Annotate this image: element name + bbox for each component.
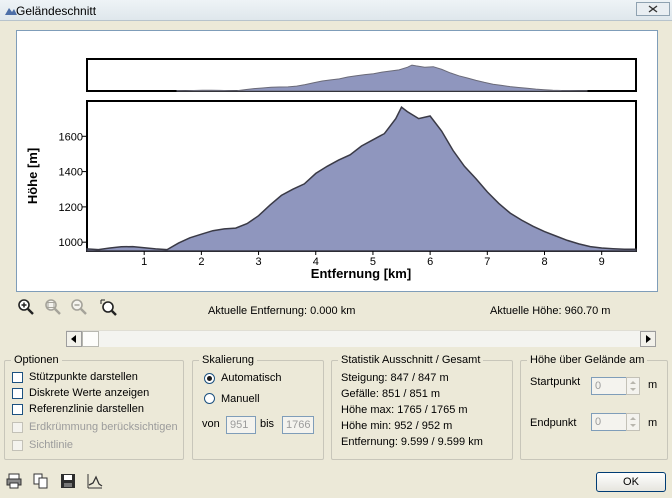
horizontal-scrollbar[interactable] [66,330,656,347]
label-referenzlinie: Referenzlinie darstellen [29,403,144,415]
x-tick-label: 6 [427,256,433,268]
scaling-group: Skalierung Automatisch Manuell von 951 b… [192,354,324,460]
y-tick-label: 1000 [59,237,83,249]
app-icon [5,8,17,15]
input-von[interactable]: 951 [226,416,256,434]
label-erdkruemmung: Erdkrümmung berücksichtigen [29,421,178,433]
radio-automatisch[interactable] [204,373,215,384]
height-above-ground-title: Höhe über Gelände am [527,354,648,366]
input-endpunkt[interactable]: 0 [591,413,627,431]
input-bis[interactable]: 1766 [282,416,314,434]
save-icon[interactable] [59,472,77,490]
arrow-right-icon [646,335,651,343]
scaling-title: Skalierung [199,354,257,366]
current-height: Aktuelle Höhe: 960.70 m [490,305,611,317]
statistics-group: Statistik Ausschnitt / Gesamt Steigung: … [331,354,513,460]
x-tick-label: 2 [198,256,204,268]
y-tick-label: 1400 [59,167,83,179]
stat-hoehe-min: Höhe min: 952 / 952 m [341,420,453,432]
checkbox-diskrete[interactable] [12,388,23,399]
print-icon[interactable] [5,472,23,490]
profile-chart[interactable]: 1000 1200 1400 1600 1 2 3 4 5 6 7 8 9 Höhe [m] Entf… [17,31,657,291]
stat-steigung: Steigung: 847 / 847 m [341,372,449,384]
ok-button[interactable]: OK [596,472,666,492]
zoom-reset-icon[interactable] [99,298,117,316]
x-tick-label: 9 [599,256,605,268]
x-tick-label: 7 [484,256,490,268]
scroll-right-button[interactable] [640,331,656,347]
stat-hoehe-max: Höhe max: 1765 / 1765 m [341,404,468,416]
checkbox-erdkruemmung[interactable] [12,422,23,433]
y-tick-label: 1200 [59,202,83,214]
scroll-thumb[interactable] [82,331,99,347]
y-axis-label: Höhe [m] [25,148,40,204]
x-tick-label: 5 [370,256,376,268]
profile-icon[interactable] [86,472,104,490]
stat-gefaelle: Gefälle: 851 / 851 m [341,388,441,400]
spin-arrows-icon [630,417,636,427]
spin-arrows-icon [630,381,636,391]
zoom-out-icon[interactable] [70,298,88,316]
window-title: Geländeschnitt [16,4,97,18]
label-bis: bis [260,418,275,430]
current-distance: Aktuelle Entfernung: 0.000 km [208,305,356,317]
y-tick-label: 1600 [59,131,83,143]
x-tick-label: 1 [141,256,147,268]
title-bar: Geländeschnitt [0,0,672,21]
plot-panel: 1000 1200 1400 1600 1 2 3 4 5 6 7 8 9 Höhe [m] Entf… [16,30,658,292]
x-tick-label: 3 [256,256,262,268]
label-manuell: Manuell [221,393,260,405]
arrow-left-icon [71,335,76,343]
overview-area [176,64,588,92]
unit-endpunkt: m [648,417,658,429]
height-above-ground-group: Höhe über Gelände am Startpunkt 0 m Endp… [520,354,668,460]
label-stuetzpunkte: Stützpunkte darstellen [29,371,138,383]
checkbox-referenzlinie[interactable] [12,404,23,415]
label-sichtlinie: Sichtlinie [29,439,74,451]
checkbox-sichtlinie[interactable] [12,440,23,451]
x-axis-label: Entfernung [km] [311,266,411,281]
input-startpunkt[interactable]: 0 [591,377,627,395]
copy-icon[interactable] [32,472,50,490]
x-tick-label: 8 [541,256,547,268]
checkbox-stuetzpunkte[interactable] [12,372,23,383]
x-tick-label: 4 [313,256,319,268]
stat-entfernung: Entfernung: 9.599 / 9.599 km [341,436,483,448]
label-endpunkt: Endpunkt [530,417,577,429]
unit-startpunkt: m [648,379,658,391]
label-startpunkt: Startpunkt [530,376,581,388]
elevation-area [86,106,637,252]
scroll-left-button[interactable] [66,331,82,347]
endpunkt-spinner[interactable] [626,413,640,431]
zoom-in-icon[interactable] [17,298,35,316]
label-diskrete: Diskrete Werte anzeigen [29,387,150,399]
label-von: von [202,418,220,430]
startpunkt-spinner[interactable] [626,377,640,395]
options-group: Optionen Stützpunkte darstellen Diskrete… [4,354,184,460]
label-automatisch: Automatisch [221,372,282,384]
statistics-title: Statistik Ausschnitt / Gesamt [338,354,484,366]
zoom-prev-icon[interactable] [44,298,62,316]
options-title: Optionen [11,354,62,366]
radio-manuell[interactable] [204,393,215,404]
close-icon[interactable] [636,2,670,16]
